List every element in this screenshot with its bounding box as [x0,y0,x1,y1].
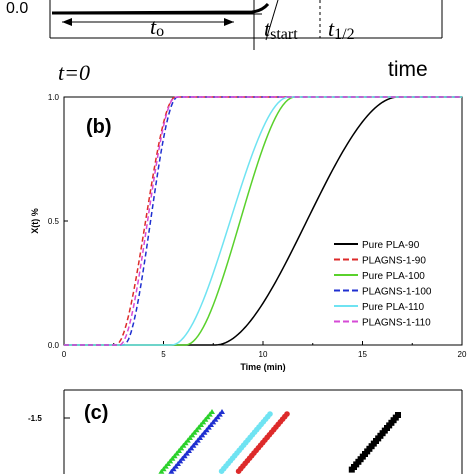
legend: Pure PLA-90 PLAGNS-1-90 Pure PLA-100 PLAGNS… [334,240,432,329]
scatter-point [195,424,202,430]
series-line-6 [64,96,462,346]
scatter-point [177,458,184,464]
scatter-point [171,453,178,459]
panel-b-label: (b) [86,116,112,138]
y-tick-label: 0.5 [48,217,60,226]
panel-a-thalf-label: t1/2 [328,16,355,43]
scatter-point [184,437,191,443]
panel-a-arrow-left-head [62,18,72,26]
x-tick-label: 15 [358,350,367,359]
t-equals-zero-label: t=0 [58,60,90,85]
scatter-point [212,416,219,422]
scatter-point [167,458,174,464]
legend-label: Pure PLA-90 [362,240,420,251]
panel-c-series [158,409,401,474]
x-tick-label: 5 [161,350,166,359]
panel-a: 0.0 to tstart t1/2 [6,0,443,50]
scatter-point [193,427,200,433]
scatter-point [348,466,355,473]
scatter-point [165,461,171,466]
scatter-point [190,442,197,448]
scatter-point [178,445,185,451]
panel-c-label: (c) [84,402,108,424]
scatter-point [169,455,176,461]
scatter-point [162,463,169,469]
panel-b: (b) 0 5 10 15 200.00.51.0 Time (min) X(t) % … [30,93,467,372]
panel-a-y-tick: 0.0 [6,0,28,17]
scatter-point [200,419,207,425]
x-tick-label: 20 [458,350,467,359]
scatter-point [210,419,217,425]
scatter-point [201,429,208,435]
y-tick-label: 0.0 [48,341,60,350]
panel-c: -1.5 (c) [28,389,463,474]
scatter-point [216,411,223,417]
scatter-point [182,440,189,446]
scatter-point [194,437,201,443]
scatter-point [198,422,204,427]
x-tick-label: 0 [62,350,67,359]
panel-a-tstart-pointer [265,0,279,41]
scatter-point [187,435,193,440]
legend-label: Pure PLA-110 [362,302,425,313]
scatter-point [168,468,175,474]
scatter-series-5 [348,412,401,473]
scatter-point [203,427,210,433]
scatter-point [219,409,225,414]
scatter-series-2 [168,409,225,474]
scatter-point [175,461,181,466]
scatter-point [179,455,186,461]
legend-label: PLAGNS-1-110 [362,318,431,329]
scatter-point [202,416,209,422]
scatter-point [209,409,215,414]
legend-label: PLAGNS-1-90 [362,256,426,267]
panel-c-y-tick-label: -1.5 [28,414,42,423]
scatter-point [218,468,225,474]
scatter-point [208,422,214,427]
scatter-point [170,466,177,472]
scatter-point [206,411,213,417]
scatter-point [189,432,196,438]
scatter-point [172,463,179,469]
panel-a-tstart-label: tstart [264,16,298,43]
legend-label: Pure PLA-100 [362,271,425,282]
scatter-point [180,442,187,448]
panel-a-curve [51,2,270,15]
scatter-series-4 [235,411,290,474]
panel-b-curves [64,96,462,346]
y-tick-label: 1.0 [48,93,60,102]
scatter-point [160,466,167,472]
scatter-point [186,448,192,453]
time-label: time [388,58,428,81]
panel-b-ticks: 0 5 10 15 20 0.0 0.5 1.0 [48,93,467,359]
scatter-point [214,414,221,420]
scatter-point [192,440,199,446]
panel-a-t0-label: to [150,14,164,40]
scatter-point [204,414,211,420]
scatter-series-3 [218,411,273,474]
y-axis-title: X(t) % [30,208,40,234]
scatter-point [176,448,182,453]
scatter-point [205,424,212,430]
legend-label: PLAGNS-1-100 [362,287,432,298]
scatter-point [199,432,206,438]
scatter-point [183,450,190,456]
x-tick-label: 10 [259,350,268,359]
scatter-point [158,468,165,474]
scatter-point [235,468,242,474]
scatter-point [191,429,198,435]
scatter-series-1 [158,409,215,474]
x-axis-title: Time (min) [240,362,285,372]
scatter-point [181,453,188,459]
scatter-point [173,450,180,456]
scatter-point [197,435,203,440]
scatter-point [188,445,195,451]
panel-a-arrow-right-head [224,18,234,26]
